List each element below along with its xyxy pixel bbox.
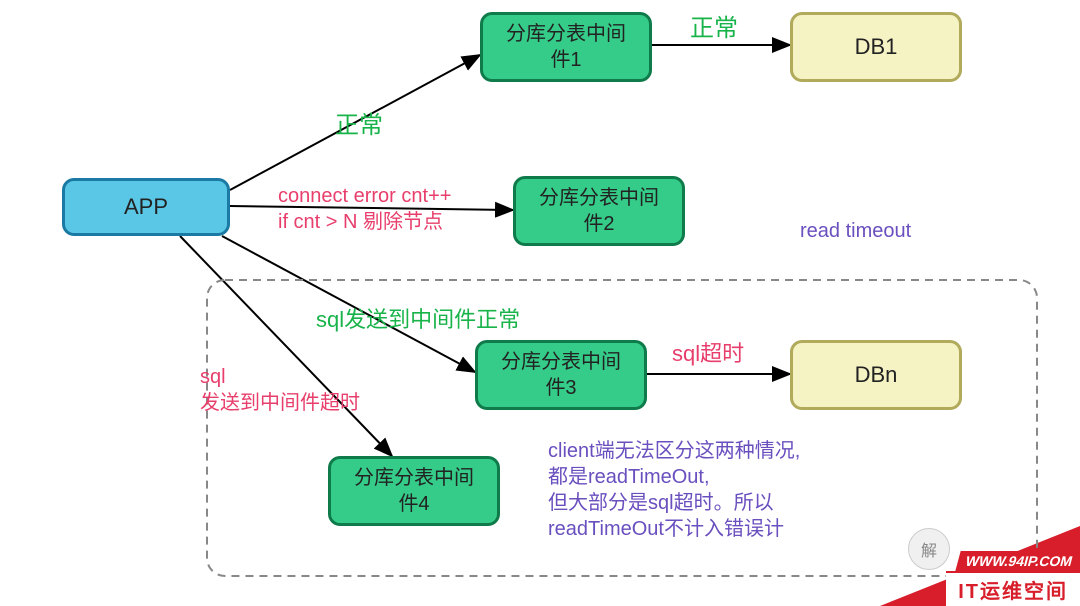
node-mid3: 分库分表中间 件3 <box>475 340 647 410</box>
node-mid4: 分库分表中间 件4 <box>328 456 500 526</box>
node-mid1: 分库分表中间 件1 <box>480 12 652 82</box>
node-mid2: 分库分表中间 件2 <box>513 176 685 246</box>
watermark: WWW.94IP.COM IT运维空间 <box>946 551 1080 606</box>
watermark-badge: 解 <box>908 528 950 570</box>
label-normal-left: 正常 <box>335 110 383 141</box>
label-read-timeout: read timeout <box>800 218 911 244</box>
node-db1: DB1 <box>790 12 962 82</box>
node-mid3-label: 分库分表中间 件3 <box>501 349 621 401</box>
watermark-url: WWW.94IP.COM <box>955 551 1080 571</box>
label-client-note: client端无法区分这两种情况, 都是readTimeOut, 但大部分是sq… <box>548 438 800 542</box>
node-mid4-label: 分库分表中间 件4 <box>354 465 474 517</box>
node-dbn: DBn <box>790 340 962 410</box>
node-dbn-label: DBn <box>855 361 898 390</box>
node-mid1-label: 分库分表中间 件1 <box>506 21 626 73</box>
node-db1-label: DB1 <box>855 33 898 62</box>
label-normal-top: 正常 <box>690 13 738 44</box>
watermark-title: IT运维空间 <box>946 571 1080 606</box>
node-app-label: APP <box>124 193 168 222</box>
node-app: APP <box>62 178 230 236</box>
node-mid2-label: 分库分表中间 件2 <box>539 185 659 237</box>
label-sql-ok: sql发送到中间件正常 <box>316 306 520 335</box>
label-connect-error: connect error cnt++ if cnt > N 剔除节点 <box>278 183 451 235</box>
label-sql-timeout: sql超时 <box>672 340 744 369</box>
label-sql-send-timeout: sql 发送到中间件超时 <box>200 364 360 416</box>
edges-layer <box>0 0 1080 606</box>
